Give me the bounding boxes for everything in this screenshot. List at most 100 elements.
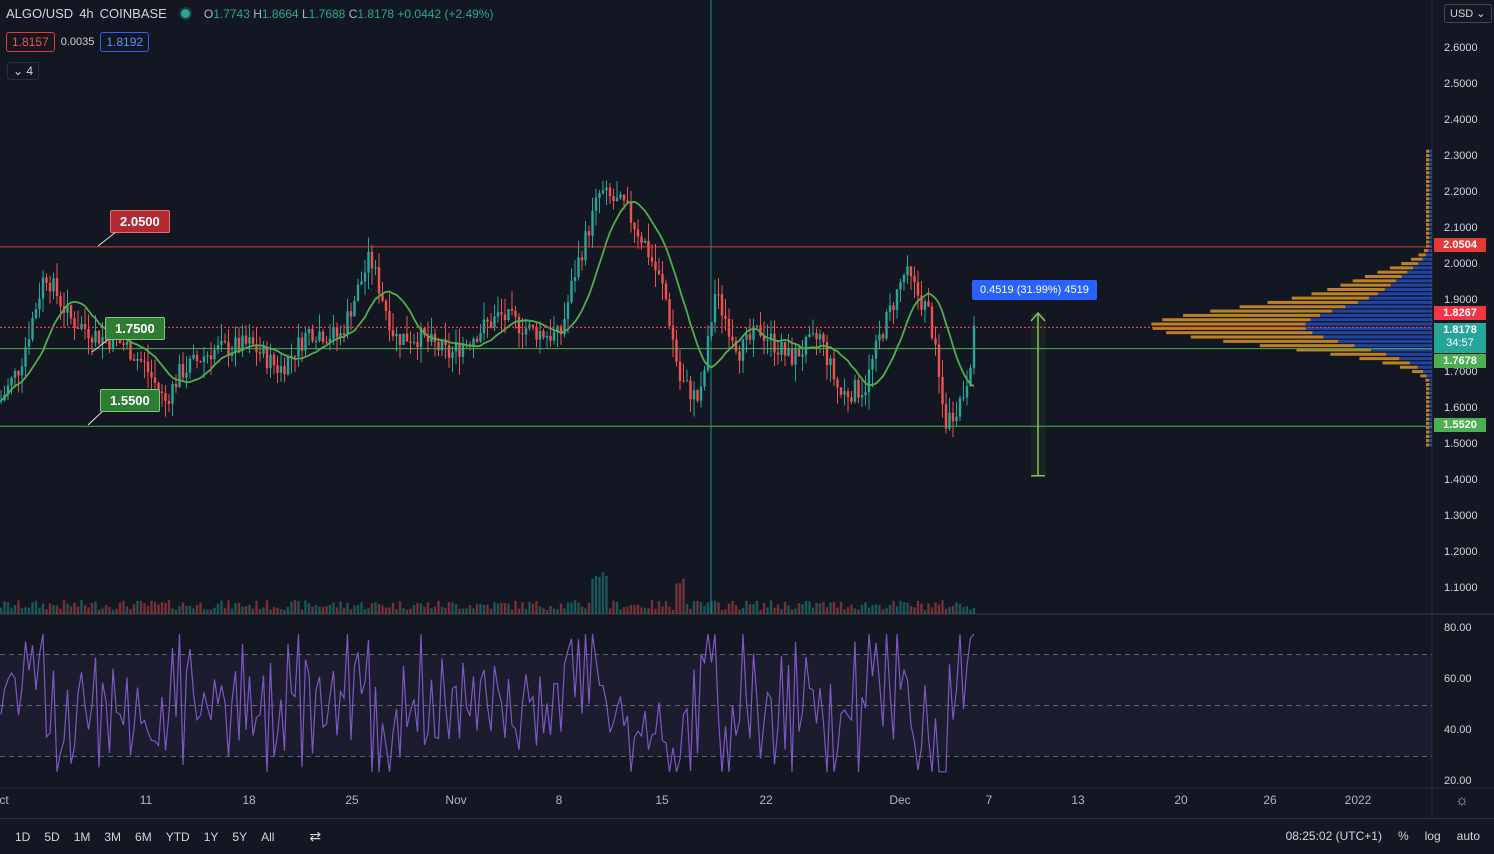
volume-bar (888, 604, 892, 614)
candle-body (335, 327, 339, 338)
volume-bar (167, 600, 171, 614)
settings-gear-icon[interactable]: ☼ (1455, 792, 1469, 809)
volume-bar (423, 606, 426, 614)
symbol-name[interactable]: ALGO/USD (6, 6, 74, 21)
indicators-toggle[interactable]: ⌄ 4 (7, 62, 40, 80)
volume-bar (776, 604, 780, 614)
candle-body (363, 272, 367, 282)
candle-body (241, 335, 244, 352)
log-scale-toggle[interactable]: log (1424, 829, 1441, 843)
volume-bar (475, 604, 479, 614)
volume-bar (353, 605, 356, 614)
interval-label[interactable]: 4h (79, 6, 94, 21)
volume-bar (31, 602, 34, 614)
candle-body (514, 310, 517, 317)
percent-scale-toggle[interactable]: % (1397, 829, 1409, 843)
range-button-1d[interactable]: 1D (15, 829, 31, 844)
volume-bar (521, 601, 524, 614)
profile-row-up (1190, 335, 1324, 339)
range-button-5d[interactable]: 5D (44, 829, 60, 844)
currency-selector[interactable]: USD ⌄ (1444, 4, 1492, 23)
candle-body (675, 339, 678, 362)
volume-bar (927, 603, 930, 614)
volume-bar (444, 607, 447, 614)
profile-row-up (1426, 417, 1430, 421)
candle-body (279, 366, 283, 373)
volume-bar (734, 604, 738, 614)
profile-row-up (1426, 184, 1430, 188)
mid-callout[interactable]: 1.7500 (105, 317, 165, 340)
support-callout[interactable]: 1.5500 (100, 389, 160, 412)
candle-body (972, 325, 976, 368)
change-value: +0.0442 (+2.49%) (397, 6, 494, 21)
volume-bar (188, 605, 192, 614)
price-tick-label: 1.1000 (1444, 582, 1478, 594)
candle-body (706, 335, 710, 371)
buy-button[interactable]: 1.8192 (100, 32, 150, 52)
volume-bar (633, 605, 636, 614)
volume-bar (692, 601, 696, 614)
candle-body (244, 335, 248, 344)
profile-row-down (1423, 370, 1432, 374)
volume-bar (727, 603, 731, 614)
date-range-icon[interactable]: ⇄ (309, 828, 322, 844)
volume-bar (636, 604, 640, 614)
candle-body (367, 251, 370, 273)
sell-button[interactable]: 1.8157 (6, 32, 55, 52)
volume-bar (339, 601, 342, 614)
candle-body (461, 344, 465, 357)
candle-body (444, 340, 447, 346)
range-button-ytd[interactable]: YTD (165, 829, 190, 844)
candle-body (598, 193, 601, 198)
candle-body (122, 343, 125, 345)
profile-row-up (1426, 210, 1430, 214)
range-button-1m[interactable]: 1M (73, 829, 91, 844)
profile-row-down (1429, 184, 1432, 188)
candle-body (412, 342, 416, 344)
clock-timezone[interactable]: 08:25:02 (UTC+1) (1285, 829, 1382, 843)
candle-body (517, 316, 521, 334)
volume-bar (552, 608, 556, 614)
range-button-3m[interactable]: 3M (104, 829, 122, 844)
candle-body (34, 309, 38, 318)
volume-bar (27, 607, 31, 614)
candle-body (843, 391, 846, 395)
profile-row-up (1210, 309, 1333, 313)
range-button-all[interactable]: All (261, 829, 275, 844)
volume-bar (447, 601, 451, 614)
volume-bar (794, 608, 797, 614)
range-button-5y[interactable]: 5Y (232, 829, 248, 844)
candle-body (745, 334, 748, 340)
candle-body (755, 325, 759, 327)
volume-bar (678, 583, 682, 614)
candle-body (717, 294, 720, 296)
candle-body (353, 300, 356, 317)
volume-bar (584, 608, 587, 614)
chart-canvas[interactable] (0, 0, 1494, 818)
volume-bar (874, 604, 878, 614)
candle-body (6, 385, 10, 395)
range-button-1y[interactable]: 1Y (203, 829, 219, 844)
candle-body (171, 383, 174, 404)
resistance-callout[interactable]: 2.0500 (110, 210, 170, 233)
candle-body (591, 210, 594, 236)
profile-row-up (1426, 231, 1430, 235)
volume-bar (948, 606, 951, 614)
profile-row-up (1267, 300, 1359, 304)
profile-row-down (1429, 421, 1432, 425)
volume-bar (853, 608, 857, 614)
volume-bar (307, 602, 311, 614)
candle-body (192, 354, 195, 359)
market-status-icon (180, 9, 190, 18)
candle-body (209, 355, 213, 360)
auto-scale-toggle[interactable]: auto (1456, 829, 1480, 843)
price-range-measure-label[interactable]: 0.4519 (31.99%) 4519 (972, 280, 1097, 300)
candle-body (934, 338, 937, 345)
range-button-6m[interactable]: 6M (135, 829, 152, 844)
candle-body (276, 365, 279, 373)
volume-bar (153, 601, 157, 614)
candle-body (503, 314, 507, 321)
candle-body (391, 330, 395, 337)
volume-bar (769, 600, 773, 614)
candle-body (720, 294, 724, 316)
